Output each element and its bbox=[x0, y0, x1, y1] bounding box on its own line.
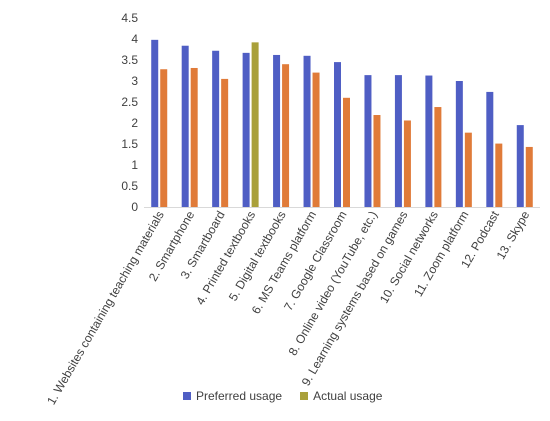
bar-preferred-usage bbox=[212, 50, 220, 208]
bar-preferred-usage bbox=[455, 81, 463, 207]
bar-actual-usage bbox=[525, 146, 533, 207]
bar-preferred-usage bbox=[394, 75, 402, 208]
x-tick-label: 1. Websites containing teaching material… bbox=[44, 209, 167, 408]
bar-actual-usage bbox=[160, 69, 168, 208]
bar-preferred-usage bbox=[334, 62, 341, 207]
bar-preferred-usage bbox=[486, 91, 494, 207]
legend: Preferred usage Actual usage bbox=[183, 389, 382, 403]
legend-label-actual: Actual usage bbox=[313, 389, 383, 403]
bar-preferred-usage bbox=[242, 52, 250, 207]
legend-item-preferred: Preferred usage bbox=[183, 389, 282, 403]
bar-actual-usage bbox=[312, 72, 320, 207]
bar-preferred-usage bbox=[425, 75, 433, 207]
bar-actual-usage bbox=[434, 107, 442, 207]
bar-actual-usage bbox=[221, 78, 229, 208]
y-tick-label: 3 bbox=[131, 74, 138, 88]
y-tick-label: 4.5 bbox=[121, 11, 138, 25]
y-tick-label: 0 bbox=[131, 200, 138, 214]
y-tick-label: 2.5 bbox=[121, 95, 138, 109]
bar-actual-usage bbox=[403, 120, 411, 207]
y-tick-label: 0.5 bbox=[121, 179, 138, 193]
legend-item-actual: Actual usage bbox=[300, 389, 382, 403]
bar-preferred-usage bbox=[151, 39, 159, 208]
x-axis-labels: 1. Websites containing teaching material… bbox=[44, 208, 532, 407]
y-axis: 0 0.5 1 1.5 2 2.5 3 3.5 4 4.5 bbox=[121, 11, 540, 214]
bar-actual-usage bbox=[343, 97, 350, 207]
y-tick-label: 1.5 bbox=[121, 137, 138, 151]
bar-preferred-usage bbox=[273, 54, 281, 208]
bar-preferred-usage bbox=[516, 125, 524, 207]
y-tick-label: 4 bbox=[131, 32, 138, 46]
bars bbox=[151, 39, 533, 208]
legend-swatch-preferred bbox=[183, 392, 191, 400]
y-tick-label: 3.5 bbox=[121, 53, 138, 67]
bar-actual-usage bbox=[495, 143, 503, 207]
bar-actual-usage bbox=[190, 67, 198, 207]
bar-actual-usage bbox=[282, 64, 290, 207]
bar-preferred-usage bbox=[181, 45, 189, 207]
legend-label-preferred: Preferred usage bbox=[196, 389, 283, 403]
bar-preferred-usage bbox=[303, 55, 311, 207]
y-tick-label: 1 bbox=[131, 158, 138, 172]
legend-swatch-actual bbox=[300, 392, 309, 400]
bar-actual-usage bbox=[464, 132, 472, 207]
bar-actual-usage bbox=[251, 42, 259, 207]
y-tick-label: 2 bbox=[131, 116, 138, 130]
bar-actual-usage bbox=[373, 115, 381, 207]
bar-preferred-usage bbox=[364, 75, 372, 208]
